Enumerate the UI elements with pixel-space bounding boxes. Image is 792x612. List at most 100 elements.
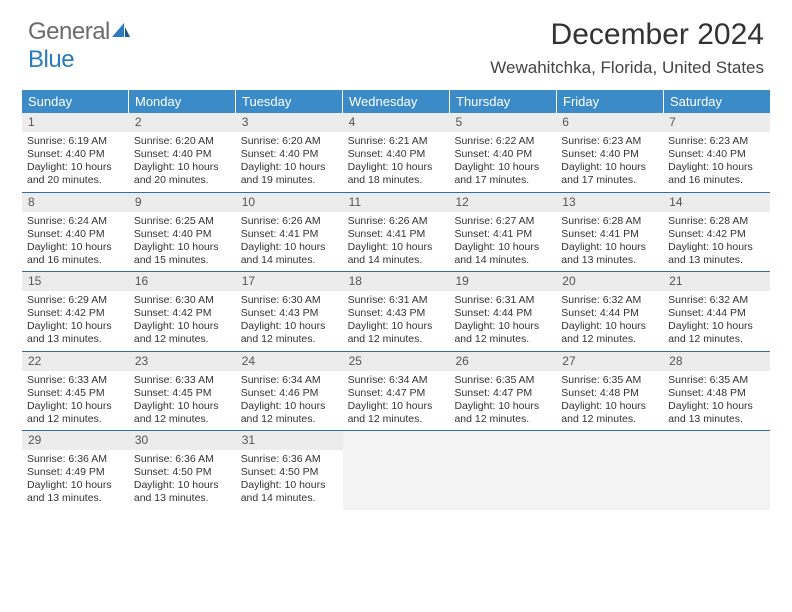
- day-body: Sunrise: 6:36 AMSunset: 4:50 PMDaylight:…: [236, 450, 343, 510]
- sunrise-line: Sunrise: 6:26 AM: [348, 215, 445, 228]
- day-body: Sunrise: 6:29 AMSunset: 4:42 PMDaylight:…: [22, 291, 129, 351]
- day-number: 7: [663, 113, 770, 132]
- dow-cell-friday: Friday: [557, 90, 664, 113]
- sunset-line: Sunset: 4:41 PM: [561, 228, 658, 241]
- day-number: 24: [236, 352, 343, 371]
- sunrise-line: Sunrise: 6:21 AM: [348, 135, 445, 148]
- logo-general: General: [28, 18, 110, 45]
- sunset-line: Sunset: 4:50 PM: [241, 466, 338, 479]
- day-body: Sunrise: 6:20 AMSunset: 4:40 PMDaylight:…: [129, 132, 236, 192]
- dow-cell-thursday: Thursday: [450, 90, 557, 113]
- day-number: 23: [129, 352, 236, 371]
- daylight-line: Daylight: 10 hours and 20 minutes.: [134, 161, 231, 187]
- day-number: 21: [663, 272, 770, 291]
- dow-cell-sunday: Sunday: [22, 90, 129, 113]
- day-number: 26: [449, 352, 556, 371]
- day-number: 15: [22, 272, 129, 291]
- week-row: 15Sunrise: 6:29 AMSunset: 4:42 PMDayligh…: [22, 271, 770, 351]
- week-row: 22Sunrise: 6:33 AMSunset: 4:45 PMDayligh…: [22, 351, 770, 431]
- daylight-line: Daylight: 10 hours and 15 minutes.: [134, 241, 231, 267]
- sunrise-line: Sunrise: 6:32 AM: [561, 294, 658, 307]
- sunrise-line: Sunrise: 6:36 AM: [134, 453, 231, 466]
- week-row: 1Sunrise: 6:19 AMSunset: 4:40 PMDaylight…: [22, 113, 770, 192]
- daylight-line: Daylight: 10 hours and 12 minutes.: [454, 320, 551, 346]
- day-cell: 27Sunrise: 6:35 AMSunset: 4:48 PMDayligh…: [556, 352, 663, 431]
- day-body: Sunrise: 6:33 AMSunset: 4:45 PMDaylight:…: [22, 371, 129, 431]
- sunrise-line: Sunrise: 6:36 AM: [241, 453, 338, 466]
- daylight-line: Daylight: 10 hours and 12 minutes.: [561, 400, 658, 426]
- day-number: 17: [236, 272, 343, 291]
- daylight-line: Daylight: 10 hours and 12 minutes.: [27, 400, 124, 426]
- day-number: 8: [22, 193, 129, 212]
- day-body: Sunrise: 6:21 AMSunset: 4:40 PMDaylight:…: [343, 132, 450, 192]
- sunset-line: Sunset: 4:41 PM: [454, 228, 551, 241]
- day-cell: 23Sunrise: 6:33 AMSunset: 4:45 PMDayligh…: [129, 352, 236, 431]
- day-number: 1: [22, 113, 129, 132]
- day-cell: 9Sunrise: 6:25 AMSunset: 4:40 PMDaylight…: [129, 193, 236, 272]
- daylight-line: Daylight: 10 hours and 12 minutes.: [348, 320, 445, 346]
- day-number: 22: [22, 352, 129, 371]
- sunrise-line: Sunrise: 6:27 AM: [454, 215, 551, 228]
- day-cell: 18Sunrise: 6:31 AMSunset: 4:43 PMDayligh…: [343, 272, 450, 351]
- day-body: Sunrise: 6:32 AMSunset: 4:44 PMDaylight:…: [556, 291, 663, 351]
- sunrise-line: Sunrise: 6:29 AM: [27, 294, 124, 307]
- daylight-line: Daylight: 10 hours and 20 minutes.: [27, 161, 124, 187]
- sunset-line: Sunset: 4:48 PM: [561, 387, 658, 400]
- day-cell: 31Sunrise: 6:36 AMSunset: 4:50 PMDayligh…: [236, 431, 343, 510]
- location: Wewahitchka, Florida, United States: [490, 58, 764, 78]
- day-body: Sunrise: 6:35 AMSunset: 4:48 PMDaylight:…: [663, 371, 770, 431]
- day-cell: 22Sunrise: 6:33 AMSunset: 4:45 PMDayligh…: [22, 352, 129, 431]
- sunset-line: Sunset: 4:40 PM: [241, 148, 338, 161]
- dow-cell-tuesday: Tuesday: [236, 90, 343, 113]
- sunset-line: Sunset: 4:49 PM: [27, 466, 124, 479]
- day-number: 9: [129, 193, 236, 212]
- daylight-line: Daylight: 10 hours and 16 minutes.: [668, 161, 765, 187]
- day-number: 13: [556, 193, 663, 212]
- day-cell: 25Sunrise: 6:34 AMSunset: 4:47 PMDayligh…: [343, 352, 450, 431]
- dow-cell-wednesday: Wednesday: [343, 90, 450, 113]
- day-number: 11: [343, 193, 450, 212]
- day-number: 18: [343, 272, 450, 291]
- sunrise-line: Sunrise: 6:36 AM: [27, 453, 124, 466]
- sunset-line: Sunset: 4:46 PM: [241, 387, 338, 400]
- sunset-line: Sunset: 4:40 PM: [454, 148, 551, 161]
- daylight-line: Daylight: 10 hours and 12 minutes.: [348, 400, 445, 426]
- sunrise-line: Sunrise: 6:34 AM: [241, 374, 338, 387]
- day-number: 27: [556, 352, 663, 371]
- daylight-line: Daylight: 10 hours and 12 minutes.: [668, 320, 765, 346]
- daylight-line: Daylight: 10 hours and 16 minutes.: [27, 241, 124, 267]
- dow-cell-saturday: Saturday: [664, 90, 770, 113]
- day-of-week-row: SundayMondayTuesdayWednesdayThursdayFrid…: [22, 90, 770, 113]
- sunrise-line: Sunrise: 6:23 AM: [668, 135, 765, 148]
- day-number: 6: [556, 113, 663, 132]
- day-body: Sunrise: 6:20 AMSunset: 4:40 PMDaylight:…: [236, 132, 343, 192]
- day-body: Sunrise: 6:36 AMSunset: 4:49 PMDaylight:…: [22, 450, 129, 510]
- daylight-line: Daylight: 10 hours and 12 minutes.: [134, 320, 231, 346]
- day-body: Sunrise: 6:23 AMSunset: 4:40 PMDaylight:…: [663, 132, 770, 192]
- sunrise-line: Sunrise: 6:28 AM: [561, 215, 658, 228]
- day-cell: 2Sunrise: 6:20 AMSunset: 4:40 PMDaylight…: [129, 113, 236, 192]
- sunset-line: Sunset: 4:44 PM: [668, 307, 765, 320]
- day-body: Sunrise: 6:31 AMSunset: 4:43 PMDaylight:…: [343, 291, 450, 351]
- day-body: Sunrise: 6:23 AMSunset: 4:40 PMDaylight:…: [556, 132, 663, 192]
- daylight-line: Daylight: 10 hours and 12 minutes.: [241, 320, 338, 346]
- header: GeneralBlue December 2024 Wewahitchka, F…: [0, 0, 792, 82]
- daylight-line: Daylight: 10 hours and 14 minutes.: [241, 479, 338, 505]
- logo-sail-icon: [110, 21, 132, 39]
- day-cell: 20Sunrise: 6:32 AMSunset: 4:44 PMDayligh…: [556, 272, 663, 351]
- day-body: Sunrise: 6:25 AMSunset: 4:40 PMDaylight:…: [129, 212, 236, 272]
- sunset-line: Sunset: 4:40 PM: [27, 228, 124, 241]
- day-body: Sunrise: 6:35 AMSunset: 4:48 PMDaylight:…: [556, 371, 663, 431]
- title-block: December 2024 Wewahitchka, Florida, Unit…: [490, 18, 764, 78]
- day-number: 5: [449, 113, 556, 132]
- sunset-line: Sunset: 4:40 PM: [134, 148, 231, 161]
- logo-text: GeneralBlue: [28, 18, 132, 74]
- day-body: Sunrise: 6:30 AMSunset: 4:43 PMDaylight:…: [236, 291, 343, 351]
- sunset-line: Sunset: 4:40 PM: [561, 148, 658, 161]
- daylight-line: Daylight: 10 hours and 13 minutes.: [668, 400, 765, 426]
- day-body: Sunrise: 6:28 AMSunset: 4:42 PMDaylight:…: [663, 212, 770, 272]
- day-body: Sunrise: 6:36 AMSunset: 4:50 PMDaylight:…: [129, 450, 236, 510]
- day-cell: 3Sunrise: 6:20 AMSunset: 4:40 PMDaylight…: [236, 113, 343, 192]
- day-cell-empty: [663, 431, 770, 510]
- sunrise-line: Sunrise: 6:34 AM: [348, 374, 445, 387]
